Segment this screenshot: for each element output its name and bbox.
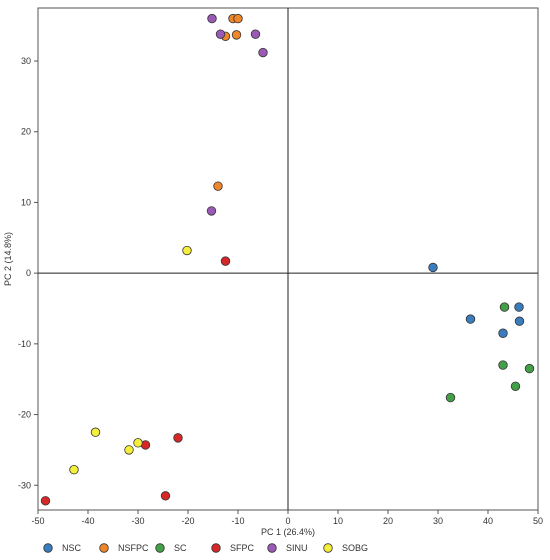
data-point-sinu [250, 29, 261, 39]
data-point-sinu [215, 29, 226, 39]
data-point-nsc [465, 314, 476, 324]
legend-marker-sinu [267, 543, 277, 553]
legend-label-nsc: NSC [62, 543, 82, 553]
y-tick-label: -30 [18, 480, 31, 490]
x-axis-ticks: -50 -40 -30 -20 -10 0 10 20 30 40 50 [31, 510, 543, 526]
data-point-nsc [514, 316, 525, 326]
x-tick-label: -20 [181, 516, 194, 526]
x-tick-label: 30 [433, 516, 443, 526]
legend-marker-sobg [323, 543, 333, 553]
x-tick-label: 0 [285, 516, 290, 526]
data-point-sfpc [173, 433, 183, 443]
data-point-sfpc [160, 491, 171, 501]
y-tick-label: -10 [18, 339, 31, 349]
x-axis-label: PC 1 (26.4%) [261, 527, 315, 537]
legend-label-sfpc: SFPC [230, 543, 255, 553]
legend-marker-nsfpc [99, 543, 109, 553]
y-tick-label: -20 [18, 410, 31, 420]
y-tick-label: 20 [21, 127, 31, 137]
data-point-nsc [514, 302, 524, 312]
legend-label-sobg: SOBG [342, 543, 368, 553]
data-point-nsc [498, 328, 508, 338]
y-axis-label: PC 2 (14.8%) [3, 232, 13, 286]
x-tick-label: 20 [383, 516, 393, 526]
data-point-nsfpc [213, 181, 223, 191]
data-point-sc [499, 302, 510, 312]
x-tick-label: 40 [483, 516, 493, 526]
x-tick-label: -10 [231, 516, 244, 526]
legend: NSC NSFPC SC SFPC SINU SOBG [43, 543, 368, 553]
legend-marker-nsc [43, 543, 53, 553]
y-axis-ticks: -30 -20 -10 0 10 20 30 [18, 56, 38, 490]
y-tick-label: 10 [21, 197, 31, 207]
data-point-sc [498, 360, 508, 370]
data-point-sfpc [40, 496, 51, 506]
data-point-sobg [182, 245, 192, 256]
legend-marker-sfpc [211, 543, 221, 553]
data-point-sinu [207, 13, 217, 24]
x-tick-label: 50 [533, 516, 543, 526]
data-point-sinu [258, 47, 268, 58]
legend-label-sinu: SINU [286, 543, 308, 553]
data-point-sc [524, 363, 535, 374]
data-point-nsfpc [231, 30, 242, 40]
data-point-sobg [133, 438, 143, 448]
legend-marker-sc [155, 543, 165, 553]
data-point-sobg [124, 445, 134, 455]
y-tick-label: 30 [21, 56, 31, 66]
data-point-sobg [69, 464, 79, 475]
legend-label-nsfpc: NSFPC [118, 543, 149, 553]
x-tick-label: -50 [31, 516, 44, 526]
x-tick-label: 10 [333, 516, 343, 526]
x-tick-label: -40 [81, 516, 94, 526]
y-tick-label: 0 [26, 268, 31, 278]
legend-label-sc: SC [174, 543, 187, 553]
data-point-nsc [428, 262, 438, 273]
data-point-sobg [90, 427, 101, 437]
data-point-sinu [206, 206, 217, 216]
data-point-sc [445, 392, 456, 403]
data-point-nsfpc [233, 13, 243, 24]
data-points [40, 13, 535, 506]
data-point-sfpc [220, 256, 231, 266]
x-tick-label: -30 [131, 516, 144, 526]
data-point-sc [510, 381, 521, 391]
